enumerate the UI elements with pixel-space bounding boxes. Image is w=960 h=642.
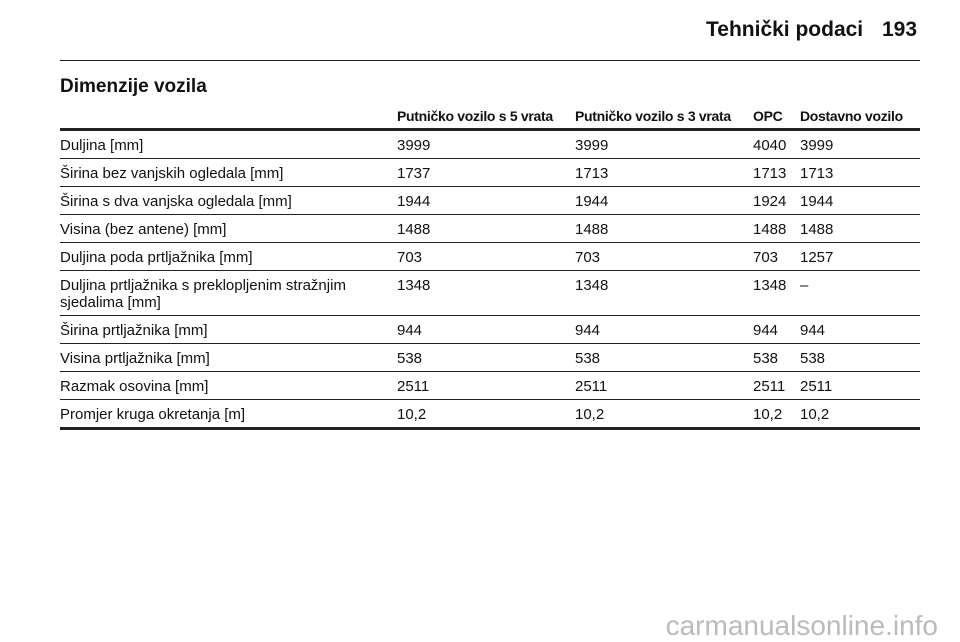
page-number: 193: [882, 18, 918, 41]
row-label: Razmak osovina [mm]: [60, 371, 397, 400]
cell: –: [800, 270, 920, 316]
cell: 703: [753, 242, 800, 271]
row-label: Širina bez vanjskih ogledala [mm]: [60, 158, 397, 187]
table-row: Duljina [mm] 3999 3999 4040 3999: [60, 129, 920, 159]
table-row: Promjer kruga okretanja [m] 10,2 10,2 10,2 1…: [60, 399, 920, 430]
cell: 1944: [575, 186, 753, 215]
cell: 538: [397, 343, 575, 372]
cell: 10,2: [800, 399, 920, 430]
cell: 10,2: [397, 399, 575, 430]
cell: 944: [397, 315, 575, 344]
cell: 703: [397, 242, 575, 271]
cell: 538: [753, 343, 800, 372]
cell: 3999: [397, 129, 575, 159]
column-header: Dostavno vozilo: [800, 106, 920, 131]
column-header: Putničko vozilo s 3 vrata: [575, 106, 753, 131]
row-label: Duljina prtljažnika s preklopljenim stra…: [60, 270, 397, 316]
cell: 10,2: [753, 399, 800, 430]
table-row: Širina bez vanjskih ogledala [mm] 1737 171…: [60, 158, 920, 187]
cell: 944: [575, 315, 753, 344]
cell: 1944: [397, 186, 575, 215]
cell: 1348: [397, 270, 575, 316]
cell: 1713: [800, 158, 920, 187]
column-header: Putničko vozilo s 5 vrata: [397, 106, 575, 131]
cell: 2511: [397, 371, 575, 400]
cell: 944: [800, 315, 920, 344]
table-row: Visina prtljažnika [mm] 538 538 538 538: [60, 343, 920, 372]
row-label: Duljina [mm]: [60, 129, 397, 159]
cell: 1348: [753, 270, 800, 316]
cell: 4040: [753, 129, 800, 159]
cell: 3999: [800, 129, 920, 159]
cell: 703: [575, 242, 753, 271]
row-label: Širina prtljažnika [mm]: [60, 315, 397, 344]
cell: 1257: [800, 242, 920, 271]
header-rule: [60, 60, 920, 61]
table-row: Duljina prtljažnika s preklopljenim stra…: [60, 270, 920, 316]
table-row: Širina s dva vanjska ogledala [mm] 1944 19…: [60, 186, 920, 215]
cell: 1737: [397, 158, 575, 187]
cell: 1488: [397, 214, 575, 243]
row-label: Širina s dva vanjska ogledala [mm]: [60, 186, 397, 215]
row-label: Duljina poda prtljažnika [mm]: [60, 242, 397, 271]
cell: 3999: [575, 129, 753, 159]
cell: 10,2: [575, 399, 753, 430]
cell: 2511: [575, 371, 753, 400]
section-title: Dimenzije vozila: [60, 76, 207, 97]
cell: 1713: [753, 158, 800, 187]
cell: 2511: [753, 371, 800, 400]
cell: 1924: [753, 186, 800, 215]
cell: 1713: [575, 158, 753, 187]
cell: 538: [575, 343, 753, 372]
cell: 1488: [575, 214, 753, 243]
cell: 1348: [575, 270, 753, 316]
header-title: Tehnički podaci: [706, 18, 864, 41]
cell: 1488: [800, 214, 920, 243]
watermark: carmanualsonline.info: [665, 610, 938, 641]
table-row: Razmak osovina [mm] 2511 2511 2511 2511: [60, 371, 920, 400]
dimensions-table: Putničko vozilo s 5 vrata Putničko vozilo…: [60, 106, 920, 430]
cell: 1488: [753, 214, 800, 243]
column-header: OPC: [753, 106, 800, 131]
table-row: Duljina poda prtljažnika [mm] 703 703 703 12…: [60, 242, 920, 271]
table-row: Visina (bez antene) [mm] 1488 1488 1488 1488: [60, 214, 920, 243]
cell: 944: [753, 315, 800, 344]
cell: 2511: [800, 371, 920, 400]
table-row: Širina prtljažnika [mm] 944 944 944 944: [60, 315, 920, 344]
row-label: Promjer kruga okretanja [m]: [60, 399, 397, 430]
row-label: Visina prtljažnika [mm]: [60, 343, 397, 372]
row-label: Visina (bez antene) [mm]: [60, 214, 397, 243]
cell: 1944: [800, 186, 920, 215]
cell: 538: [800, 343, 920, 372]
column-header: [60, 106, 397, 131]
